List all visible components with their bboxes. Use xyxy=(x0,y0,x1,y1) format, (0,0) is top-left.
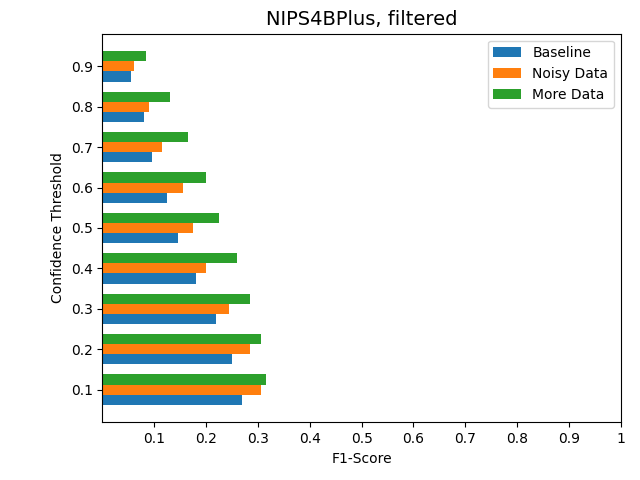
Bar xyxy=(102,213,219,223)
Bar xyxy=(102,142,162,152)
Bar xyxy=(102,182,183,192)
Bar xyxy=(102,112,144,122)
Bar xyxy=(102,395,243,405)
Bar xyxy=(102,304,229,314)
Bar xyxy=(102,152,152,162)
Bar xyxy=(102,51,147,61)
Bar xyxy=(102,294,250,304)
Bar xyxy=(102,253,237,264)
X-axis label: F1-Score: F1-Score xyxy=(332,452,392,466)
Bar xyxy=(102,384,260,395)
Bar xyxy=(102,354,232,364)
Bar xyxy=(102,102,149,112)
Title: NIPS4BPlus, filtered: NIPS4BPlus, filtered xyxy=(266,10,458,29)
Bar xyxy=(102,132,188,142)
Bar xyxy=(102,61,134,72)
Bar xyxy=(102,334,260,344)
Bar xyxy=(102,72,131,82)
Bar xyxy=(102,264,206,274)
Bar xyxy=(102,172,206,182)
Y-axis label: Confidence Threshold: Confidence Threshold xyxy=(51,153,65,303)
Bar xyxy=(102,233,177,243)
Bar xyxy=(102,92,170,102)
Bar xyxy=(102,274,196,284)
Bar xyxy=(102,374,266,384)
Bar xyxy=(102,223,193,233)
Legend: Baseline, Noisy Data, More Data: Baseline, Noisy Data, More Data xyxy=(488,40,614,108)
Bar xyxy=(102,192,167,203)
Bar xyxy=(102,314,216,324)
Bar xyxy=(102,344,250,354)
